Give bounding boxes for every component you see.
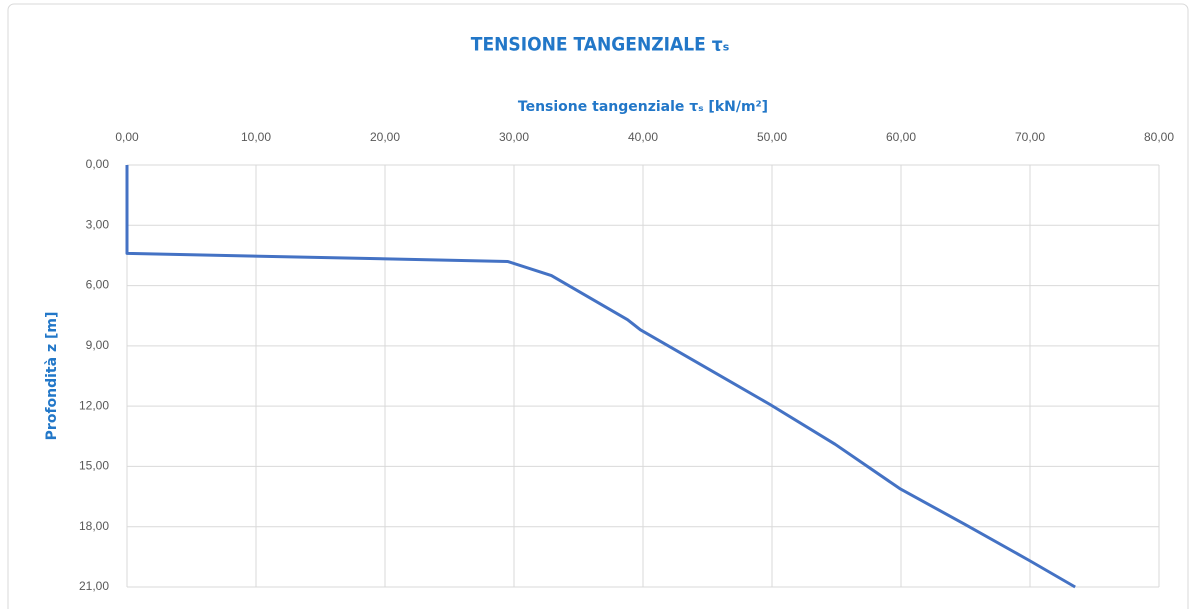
x-tick-label: 0,00 [115,130,139,144]
y-axis-label: Profondità z [m] [44,312,60,441]
x-tick-label: 50,00 [757,130,787,144]
chart-title: TENSIONE TANGENZIALE τₛ [471,34,729,56]
y-tick-label: 18,00 [79,519,109,533]
y-tick-label: 21,00 [79,579,109,593]
y-tick-label: 15,00 [79,459,109,473]
x-tick-label: 80,00 [1144,130,1174,144]
x-tick-label: 30,00 [499,130,529,144]
y-tick-label: 0,00 [86,157,110,171]
x-axis-label: Tensione tangenziale τₛ [kN/m²] [518,99,768,115]
x-tick-label: 70,00 [1015,130,1045,144]
x-tick-label: 20,00 [370,130,400,144]
y-tick-label: 12,00 [79,398,109,412]
x-tick-label: 10,00 [241,130,271,144]
data-line [125,165,1076,589]
chart-frame [7,3,1189,609]
x-tick-label: 40,00 [628,130,658,144]
y-tick-label: 6,00 [86,278,110,292]
x-tick-label: 60,00 [886,130,916,144]
y-tick-label: 9,00 [86,338,110,352]
y-tick-label: 3,00 [86,217,110,231]
